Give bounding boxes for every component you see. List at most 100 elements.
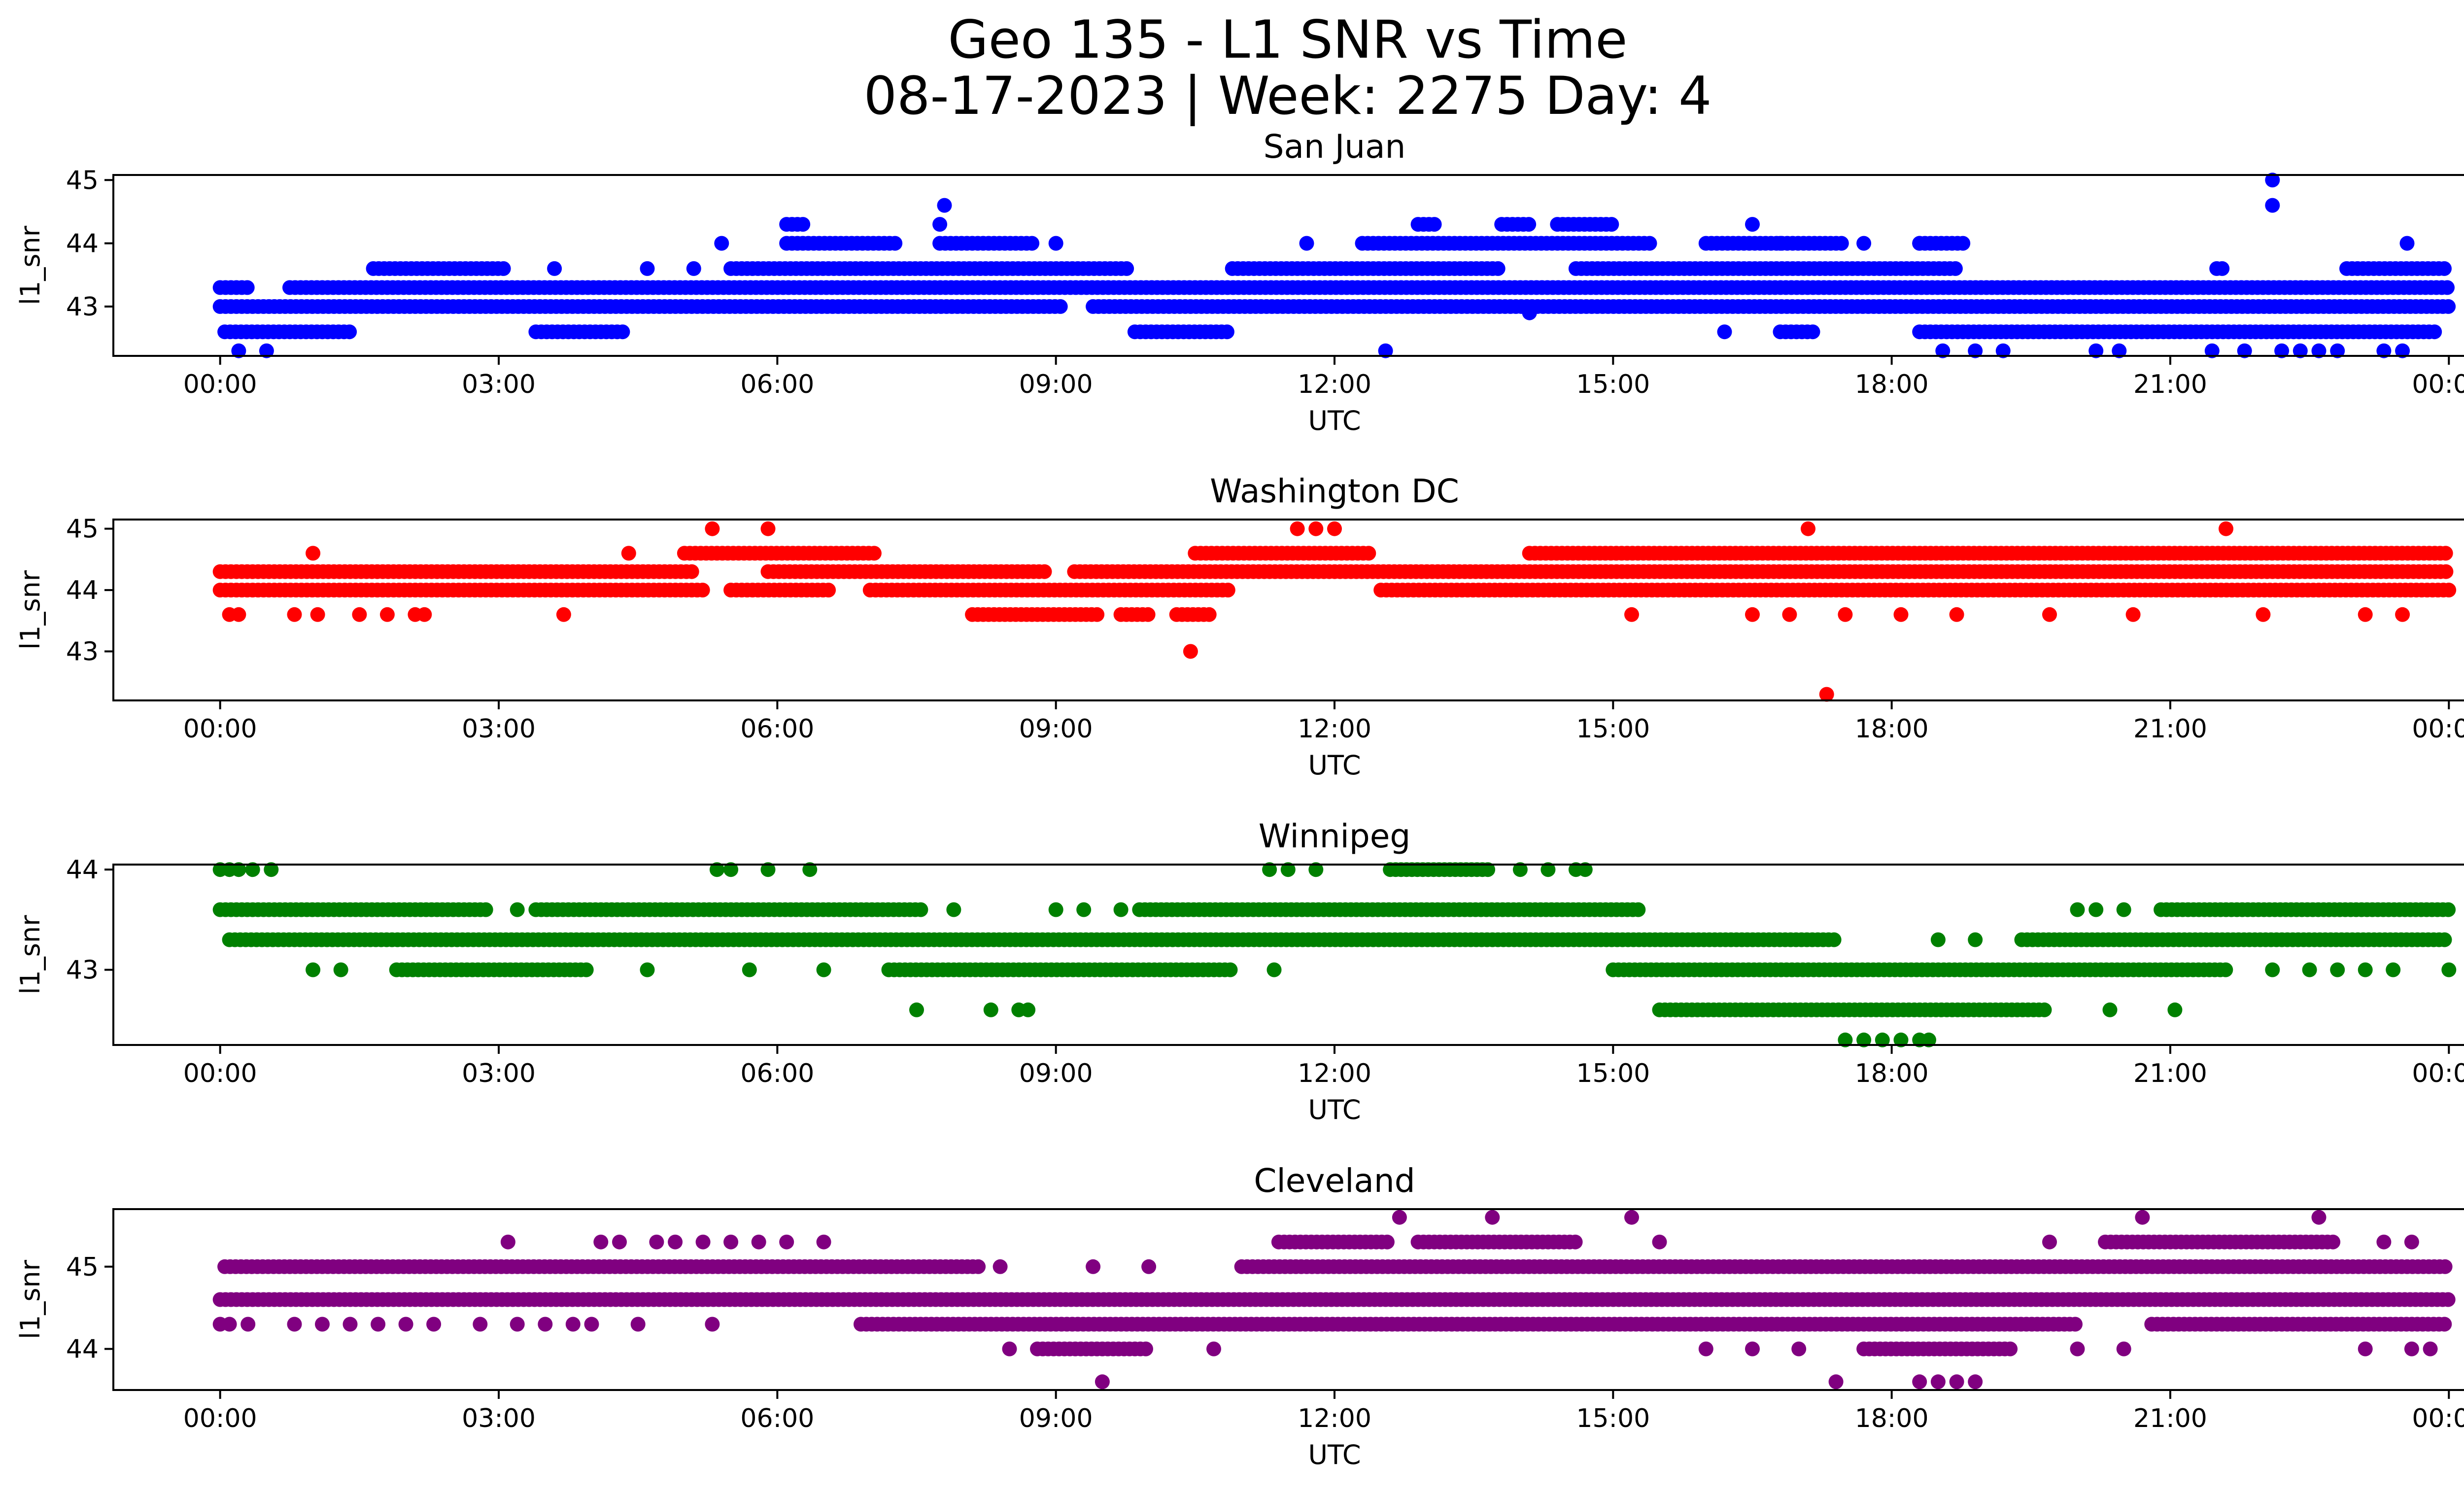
data-point bbox=[2311, 343, 2327, 358]
data-point bbox=[1095, 1374, 1110, 1390]
data-point bbox=[1308, 862, 1324, 877]
x-tick-label: 21:00 bbox=[2133, 1059, 2207, 1088]
data-point bbox=[1183, 644, 1198, 659]
y-tick-label: 45 bbox=[66, 515, 99, 544]
data-point bbox=[579, 962, 594, 977]
data-point bbox=[1378, 343, 1393, 358]
data-point bbox=[705, 521, 720, 536]
data-point bbox=[264, 862, 279, 877]
data-point bbox=[2125, 607, 2141, 622]
data-point bbox=[1968, 343, 1983, 358]
data-point bbox=[888, 236, 903, 251]
axes-frame bbox=[112, 864, 2464, 1046]
data-point bbox=[231, 343, 246, 358]
data-point bbox=[2311, 1210, 2327, 1225]
data-point bbox=[306, 546, 321, 561]
data-point bbox=[1522, 305, 1537, 320]
x-tick-label: 00:00 bbox=[2412, 1059, 2464, 1088]
data-point bbox=[2204, 343, 2220, 358]
data-point bbox=[1801, 521, 1815, 536]
x-tick-label: 03:00 bbox=[462, 370, 536, 399]
data-point bbox=[1290, 521, 1305, 536]
data-point bbox=[1521, 217, 1537, 232]
x-tick-label: 00:00 bbox=[183, 1059, 257, 1088]
data-points bbox=[212, 1210, 2456, 1390]
data-point bbox=[751, 1234, 766, 1250]
data-point bbox=[1805, 324, 1820, 340]
x-tick-label: 21:00 bbox=[2133, 714, 2207, 744]
data-point bbox=[1912, 236, 1927, 251]
x-tick-label: 18:00 bbox=[1855, 370, 1929, 399]
data-point bbox=[816, 962, 831, 977]
x-tick-label: 15:00 bbox=[1576, 1404, 1650, 1433]
data-point bbox=[946, 902, 961, 917]
x-tick-label: 18:00 bbox=[1855, 714, 1929, 744]
data-point bbox=[2274, 343, 2290, 358]
x-tick-label: 21:00 bbox=[2133, 370, 2207, 399]
data-point bbox=[1280, 862, 1296, 877]
data-point bbox=[2068, 1317, 2083, 1332]
data-point bbox=[1826, 932, 1842, 947]
data-point bbox=[1480, 862, 1496, 877]
data-point bbox=[1745, 217, 1760, 232]
data-point bbox=[612, 1234, 627, 1250]
data-point bbox=[1717, 324, 1732, 340]
data-point bbox=[2265, 962, 2280, 977]
data-point bbox=[1949, 1374, 1964, 1390]
data-point bbox=[1949, 607, 1964, 622]
data-point bbox=[2135, 1210, 2150, 1225]
x-tick-label: 00:00 bbox=[2412, 1404, 2464, 1433]
data-point bbox=[1392, 1210, 1407, 1225]
x-tick-label: 12:00 bbox=[1298, 1404, 1371, 1433]
data-point bbox=[510, 902, 525, 917]
data-point bbox=[1834, 236, 1849, 251]
data-point bbox=[1219, 324, 1234, 340]
y-tick-label: 43 bbox=[66, 292, 99, 322]
data-point bbox=[630, 1317, 646, 1332]
data-point bbox=[2376, 343, 2392, 358]
data-point bbox=[816, 1234, 831, 1250]
data-point bbox=[1002, 1341, 1017, 1356]
data-point bbox=[2070, 902, 2085, 917]
x-tick-label: 03:00 bbox=[462, 1059, 536, 1088]
data-point bbox=[538, 1317, 553, 1332]
x-tick-label: 06:00 bbox=[740, 1059, 814, 1088]
data-point bbox=[1140, 607, 1156, 622]
x-tick-label: 09:00 bbox=[1019, 1404, 1093, 1433]
data-point bbox=[1856, 236, 1872, 251]
data-point bbox=[2326, 1234, 2341, 1250]
data-point bbox=[496, 261, 511, 276]
data-point bbox=[1604, 217, 1619, 232]
data-point bbox=[2440, 280, 2455, 295]
data-point bbox=[1141, 1259, 1157, 1274]
data-point bbox=[2437, 1259, 2453, 1274]
x-tick-label: 00:00 bbox=[183, 714, 257, 744]
data-point bbox=[2116, 902, 2131, 917]
data-point bbox=[1086, 1259, 1101, 1274]
data-point bbox=[1577, 862, 1593, 877]
data-point bbox=[937, 198, 952, 213]
x-tick-label: 03:00 bbox=[462, 1404, 536, 1433]
data-point bbox=[1427, 217, 1442, 232]
data-point bbox=[306, 962, 321, 977]
data-point bbox=[1048, 902, 1063, 917]
data-point bbox=[1631, 902, 1646, 917]
data-point bbox=[478, 902, 493, 917]
data-point bbox=[640, 261, 655, 276]
data-point bbox=[983, 1002, 998, 1017]
data-point bbox=[222, 1317, 237, 1332]
data-point bbox=[723, 1234, 739, 1250]
data-point bbox=[1624, 607, 1639, 622]
data-point bbox=[1299, 236, 1314, 251]
data-point bbox=[231, 862, 246, 877]
data-point bbox=[1485, 1210, 1500, 1225]
data-point bbox=[379, 607, 395, 622]
data-point bbox=[2218, 962, 2233, 977]
data-point bbox=[1935, 343, 1951, 358]
data-point bbox=[1912, 1374, 1927, 1390]
data-point bbox=[1745, 1341, 1760, 1356]
data-point bbox=[352, 607, 367, 622]
data-point bbox=[714, 236, 729, 251]
